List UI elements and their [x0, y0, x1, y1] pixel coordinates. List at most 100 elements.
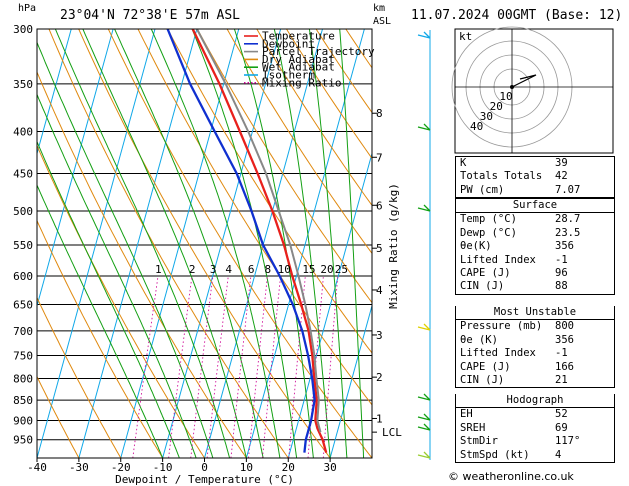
pressure-tick-label: 650 [13, 299, 33, 312]
km-tick-label: 4 [376, 284, 383, 297]
mu-row-value: 800 [555, 320, 574, 333]
mixing-ratio-line [230, 275, 252, 458]
asl-label: ASL [373, 16, 392, 27]
mixing-ratio-line [262, 275, 282, 458]
mu-row-value: 166 [555, 360, 574, 373]
km-label: km [373, 3, 386, 14]
most-unstable-title: Most Unstable [493, 306, 577, 318]
wind-barb-icon [417, 451, 431, 459]
wind-barb-icon [417, 393, 431, 401]
pressure-tick-label: 950 [13, 434, 33, 447]
dry-adiabat-line [48, 29, 289, 458]
dewpoint-profile [166, 29, 316, 453]
mixing-ratio-line [288, 275, 306, 458]
hodo-row-label: SREH [460, 421, 486, 434]
wet-adiabat-line [37, 140, 180, 458]
hodo-row-value: 4 [555, 448, 562, 461]
surface-row-label: θe(K) [460, 240, 492, 253]
x-tick-label: 30 [324, 461, 337, 474]
mu-row-value: 356 [555, 333, 574, 346]
x-tick-label: -10 [153, 461, 173, 474]
wet-adiabat-line [308, 29, 348, 458]
hodograph-index-title: Hodograph [506, 394, 564, 406]
wet-adiabat-line [37, 93, 197, 458]
wind-barb-icon [417, 323, 431, 331]
surface-row-label: Temp (°C) [460, 213, 517, 226]
isotherm-line [78, 29, 198, 458]
mixing-ratio-label: 15 [302, 263, 315, 276]
mixing-ratio-label: 6 [248, 263, 255, 276]
isotherm-line [37, 29, 114, 308]
index-pw-value: 7.07 [555, 183, 581, 196]
mixing-ratio-line [132, 275, 159, 458]
surface-row-value: 23.5 [555, 226, 581, 239]
isotherm-line [245, 29, 365, 458]
km-tick-label: 7 [376, 151, 383, 164]
mixing-ratio-label: 25 [335, 263, 348, 276]
mu-row-label: Lifted Index [460, 347, 536, 360]
index-tt-value: 42 [555, 170, 568, 183]
pressure-tick-label: 350 [13, 78, 33, 91]
hodograph-ring-label: 40 [470, 120, 483, 133]
mixing-ratio-label: 2 [189, 263, 196, 276]
mixing-ratio-line [206, 275, 229, 458]
mixing-ratio-label: 10 [278, 263, 291, 276]
x-axis-label: Dewpoint / Temperature (°C) [115, 473, 294, 486]
surface-row-label: Dewp (°C) [460, 226, 517, 239]
surface-row-label: CIN (J) [460, 280, 505, 293]
wind-barb-icon [417, 123, 431, 131]
wet-adiabat-line [114, 29, 264, 458]
pressure-tick-label: 900 [13, 414, 33, 427]
wind-barb-icon [417, 413, 431, 421]
hodograph-ring-label: 20 [490, 100, 503, 113]
legend-label: Temperature [262, 30, 335, 43]
wet-adiabat-line [233, 29, 314, 458]
legend-label: Dewpoint [262, 37, 315, 50]
isotherm-line [287, 151, 372, 458]
mixing-ratio-line [248, 275, 268, 458]
km-tick-label: 1 [376, 412, 383, 425]
lcl-label: LCL [382, 426, 402, 439]
hodo-row-label: EH [460, 408, 473, 421]
surface-row-label: CAPE (J) [460, 266, 511, 279]
pressure-tick-label: 300 [13, 23, 33, 36]
pressure-tick-label: 600 [13, 270, 33, 283]
surface-title: Surface [512, 199, 558, 211]
index-tt-label: Totals Totals [460, 170, 543, 183]
mixing-ratio-axis-label: Mixing Ratio (g/kg) [387, 183, 400, 309]
isotherm-line [162, 29, 282, 458]
legend-label: Dry Adiabat [262, 53, 335, 66]
dry-adiabat-line [286, 29, 372, 160]
surface-row-value: -1 [555, 253, 568, 266]
surface-row-value: 96 [555, 266, 568, 279]
wet-adiabat-line [191, 29, 298, 458]
isotherm-line [329, 303, 372, 458]
pressure-tick-label: 450 [13, 167, 33, 180]
hodograph-ring-label: 10 [499, 90, 512, 103]
x-tick-label: 20 [282, 461, 295, 474]
credit-text: © weatheronline.co.uk [448, 470, 574, 483]
dry-adiabat-line [37, 219, 164, 458]
index-pw-label: PW (cm) [460, 183, 505, 196]
hodo-row-value: 69 [555, 421, 568, 434]
mu-row-label: θe (K) [460, 333, 498, 346]
x-tick-label: 10 [240, 461, 253, 474]
surface-row-value: 28.7 [555, 213, 581, 226]
wind-barb-icon [417, 423, 431, 431]
hodograph-origin [510, 85, 514, 89]
wet-adiabat-line [37, 183, 164, 458]
surface-row-label: Lifted Index [460, 253, 536, 266]
hodo-row-label: StmDir [460, 435, 498, 448]
mu-row-label: CAPE (J) [460, 360, 511, 373]
wet-adiabat-line [37, 41, 214, 458]
hodograph-index-box: Hodograph EH 52 SREH 69 StmDir 117° StmSpd … [455, 394, 615, 463]
isotherm-line [37, 29, 72, 156]
mu-row-value: 21 [555, 373, 568, 386]
dry-adiabat-line [226, 29, 372, 255]
hodograph-unit-label: kt [459, 30, 472, 43]
mixing-ratio-line [190, 275, 214, 458]
hpa-label: hPa [18, 3, 37, 14]
km-tick-label: 2 [376, 371, 383, 384]
mixing-ratio-label: 8 [264, 263, 271, 276]
